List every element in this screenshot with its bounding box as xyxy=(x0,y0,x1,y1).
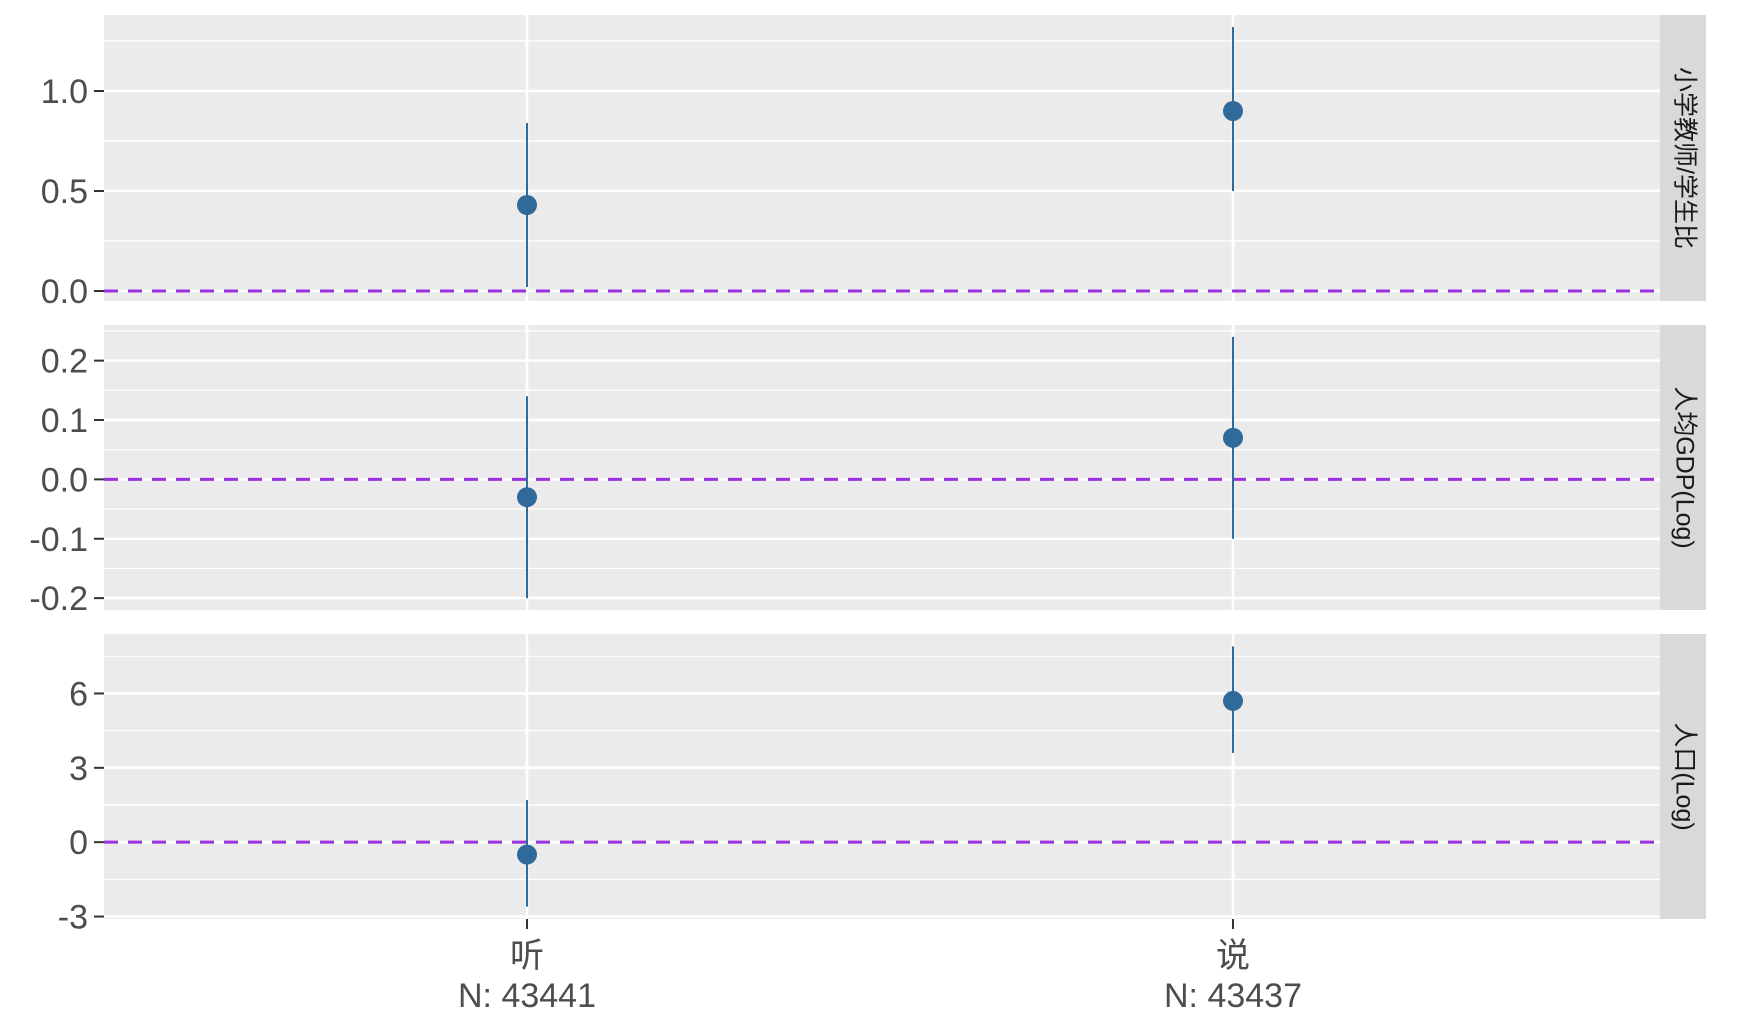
facet-strip xyxy=(1660,15,1706,301)
y-tick-label: 0.5 xyxy=(41,173,88,211)
estimate-point xyxy=(517,487,537,508)
facet-strip-label: 人均GDP(Log) xyxy=(1670,386,1698,549)
y-tick-label: -0.1 xyxy=(29,521,88,559)
facet-strip xyxy=(1660,634,1706,919)
panel-background xyxy=(104,634,1660,919)
facet-strip-label: 小学教师/学生比 xyxy=(1670,67,1698,249)
facet-strip xyxy=(1660,325,1706,610)
x-tick-n-label: N: 43437 xyxy=(1164,977,1302,1015)
facet-panel: -3 0 3 6 人口(Log) xyxy=(58,634,1706,937)
x-tick-n-label: N: 43441 xyxy=(458,977,596,1015)
x-tick-label: 听 xyxy=(510,937,544,975)
x-axis: 听N: 43441 说N: 43437 xyxy=(458,919,1302,1015)
y-tick-label: 0.2 xyxy=(41,343,88,381)
panel-background xyxy=(104,15,1660,301)
y-tick-label: 1.0 xyxy=(41,73,88,111)
estimate-point xyxy=(1223,101,1243,121)
panel-background xyxy=(104,325,1660,610)
y-tick-label: 0.0 xyxy=(41,273,88,311)
facet-panel: -0.2 -0.1 0.0 0.1 0.2 人均GDP(Log) xyxy=(29,325,1706,618)
y-tick-label: 0.1 xyxy=(41,402,88,440)
y-tick-label: 6 xyxy=(69,675,88,713)
x-tick-label: 说 xyxy=(1216,937,1250,975)
estimate-point xyxy=(517,195,537,215)
facet-strip-label: 人口(Log) xyxy=(1670,722,1698,830)
y-tick-label: 3 xyxy=(69,750,88,788)
estimate-point xyxy=(1223,690,1243,711)
y-tick-label: -0.2 xyxy=(29,580,88,618)
facets-layer: 0.0 0.5 1.0 小学教师/学生比 -0.2 -0.1 0.0 0.1 0.2 人均GDP(… xyxy=(29,15,1706,937)
y-tick-label: 0 xyxy=(69,824,88,862)
y-tick-label: -3 xyxy=(58,899,88,937)
estimate-point xyxy=(517,844,537,865)
estimate-point xyxy=(1223,427,1243,448)
facet-panel: 0.0 0.5 1.0 小学教师/学生比 xyxy=(41,15,1706,311)
y-tick-label: 0.0 xyxy=(41,461,88,499)
